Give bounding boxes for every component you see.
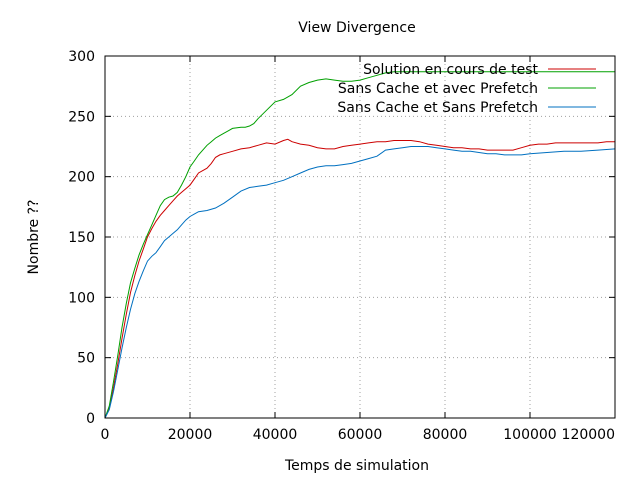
tick-labels: 0 50 100 150 200 250 300 0 20000 40000 60000 80000 1… [68, 49, 615, 443]
grid-lines [105, 56, 615, 418]
chart-title: View Divergence [298, 20, 415, 36]
y-tick-label: 250 [68, 109, 95, 125]
x-tick-label: 120000 [562, 427, 615, 443]
y-axis-label: Nombre ?? [26, 200, 42, 275]
legend-label-3: Sans Cache et Sans Prefetch [337, 100, 538, 116]
y-tick-label: 0 [86, 411, 95, 427]
y-tick-label: 200 [68, 170, 95, 186]
axis-ticks [104, 55, 616, 419]
legend-label-2: Sans Cache et avec Prefetch [338, 81, 538, 97]
x-tick-label: 60000 [338, 427, 383, 443]
series-line-2 [104, 71, 615, 419]
y-tick-label: 150 [68, 230, 95, 246]
x-tick-label: 80000 [423, 427, 468, 443]
series-group [104, 71, 616, 419]
x-tick-label: 40000 [253, 427, 298, 443]
x-tick-label: 20000 [168, 427, 213, 443]
x-tick-label: 0 [101, 427, 110, 443]
y-tick-label: 100 [68, 290, 95, 306]
legend: Solution en cours de test Sans Cache et a… [337, 62, 596, 116]
series-line-3 [104, 146, 616, 419]
x-axis-label: Temps de simulation [284, 458, 429, 474]
y-tick-label: 50 [77, 351, 95, 367]
x-tick-label: 100000 [503, 427, 556, 443]
series-line-1 [104, 138, 615, 419]
legend-label-1: Solution en cours de test [363, 62, 538, 78]
y-tick-label: 300 [68, 49, 95, 65]
